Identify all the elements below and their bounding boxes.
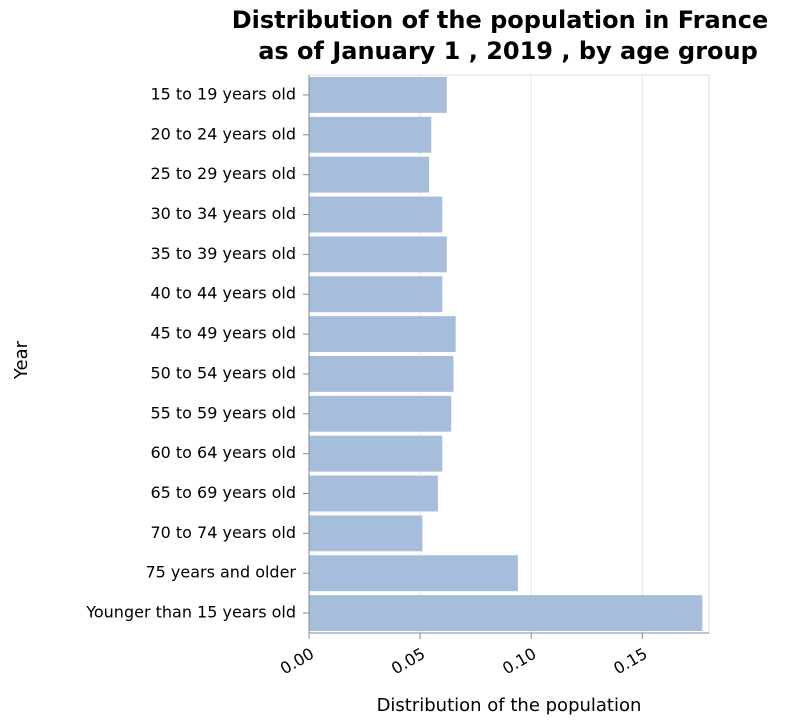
bar xyxy=(309,76,447,113)
x-tick-label: 0.10 xyxy=(499,644,539,678)
bar xyxy=(309,355,454,392)
y-tick-label: 30 to 34 years old xyxy=(150,204,296,223)
y-tick-label: 15 to 19 years old xyxy=(150,84,296,103)
y-tick-label: 50 to 54 years old xyxy=(150,363,296,382)
y-tick-label: 70 to 74 years old xyxy=(150,523,296,542)
chart-title: Distribution of the population in France xyxy=(232,6,768,34)
bar xyxy=(309,475,438,512)
bar xyxy=(309,555,518,592)
bar xyxy=(309,156,429,193)
bar xyxy=(309,595,703,632)
y-tick-label: 25 to 29 years old xyxy=(150,164,296,183)
y-tick-label: 35 to 39 years old xyxy=(150,244,296,263)
bar xyxy=(309,316,456,353)
bar xyxy=(309,236,447,273)
x-axis-title: Distribution of the population xyxy=(377,695,642,716)
y-tick-label: 65 to 69 years old xyxy=(150,483,296,502)
y-tick-label: 75 years and older xyxy=(145,563,296,582)
y-axis-title: Year xyxy=(11,340,32,380)
x-tick-label: 0.00 xyxy=(277,644,317,678)
bar xyxy=(309,276,443,313)
y-tick-label: 55 to 59 years old xyxy=(150,403,296,422)
x-tick-label: 0.15 xyxy=(610,644,650,678)
bar xyxy=(309,116,432,153)
bar xyxy=(309,395,452,432)
y-tick-label: Younger than 15 years old xyxy=(85,603,296,622)
bar xyxy=(309,515,423,552)
y-tick-label: 45 to 49 years old xyxy=(150,324,296,343)
x-tick-label: 0.05 xyxy=(388,644,428,678)
y-tick-label: 60 to 64 years old xyxy=(150,443,296,462)
chart-title: as of January 1 , 2019 , by age group xyxy=(258,37,758,65)
y-tick-label: 40 to 44 years old xyxy=(150,284,296,303)
bar xyxy=(309,435,443,472)
bar xyxy=(309,196,443,233)
y-tick-label: 20 to 24 years old xyxy=(150,124,296,143)
